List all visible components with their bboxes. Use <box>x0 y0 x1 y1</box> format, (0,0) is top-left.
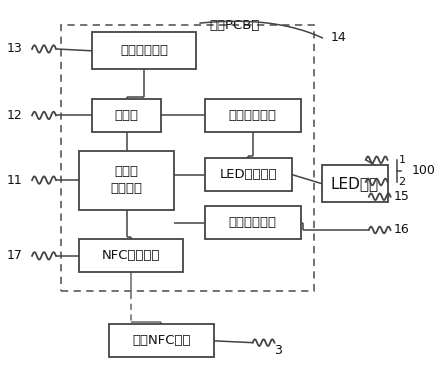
FancyBboxPatch shape <box>109 324 214 357</box>
Text: 17: 17 <box>6 249 22 262</box>
Text: 电量检测模块: 电量检测模块 <box>229 109 277 122</box>
Text: 15: 15 <box>394 190 410 203</box>
Text: 低功耗
微处理器: 低功耗 微处理器 <box>111 165 143 195</box>
FancyBboxPatch shape <box>205 206 301 239</box>
Text: 锂电池: 锂电池 <box>115 109 139 122</box>
FancyBboxPatch shape <box>205 99 301 132</box>
Text: LED灯带: LED灯带 <box>331 176 379 191</box>
FancyBboxPatch shape <box>92 32 196 69</box>
Text: 1: 1 <box>398 155 405 165</box>
Text: 无线充电模块: 无线充电模块 <box>120 44 168 57</box>
Text: 14: 14 <box>331 32 347 44</box>
FancyBboxPatch shape <box>79 150 174 210</box>
Text: 主控PCB板: 主控PCB板 <box>209 20 260 32</box>
Text: 无源NFC标签: 无源NFC标签 <box>132 334 190 347</box>
FancyBboxPatch shape <box>322 165 388 202</box>
FancyBboxPatch shape <box>79 239 183 273</box>
Text: 100: 100 <box>412 164 435 177</box>
Text: 16: 16 <box>394 224 410 237</box>
Text: 加速度传感器: 加速度传感器 <box>229 216 277 229</box>
Text: 11: 11 <box>7 174 22 187</box>
Text: 2: 2 <box>398 177 405 187</box>
FancyBboxPatch shape <box>92 99 162 132</box>
FancyBboxPatch shape <box>205 158 292 191</box>
Text: 3: 3 <box>274 344 282 357</box>
Text: 12: 12 <box>7 109 22 122</box>
Text: NFC感应模块: NFC感应模块 <box>102 249 160 262</box>
Text: LED驱动模块: LED驱动模块 <box>220 168 277 181</box>
Text: 13: 13 <box>7 42 22 56</box>
